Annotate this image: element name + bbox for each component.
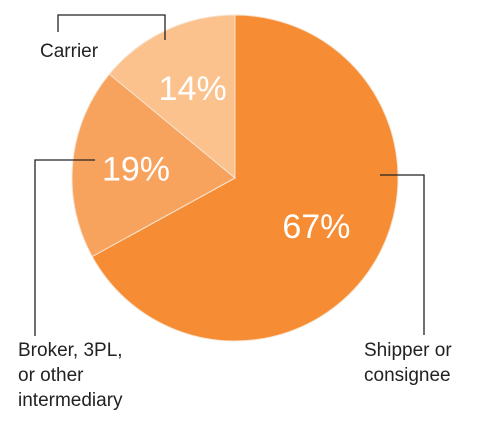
leader-line-carrier	[57, 14, 166, 40]
pie-slice-shipper-or-consignee	[91, 14, 399, 342]
pie-labels: 67% Shipper or consignee 19% Broker, 3PL, or …	[18, 14, 452, 411]
pie-slice-broker-3pl-intermediary	[71, 73, 236, 258]
leader-line-broker-3pl-intermediary	[34, 159, 95, 336]
slice-category-label-broker-3pl-intermediary: Broker, 3PL, or other intermediary	[18, 340, 123, 411]
leader-line-shipper-or-consignee	[380, 174, 425, 335]
slice-value-label-shipper-or-consignee: 67%	[282, 208, 350, 246]
slice-value-label-broker-3pl-intermediary: 19%	[102, 151, 170, 189]
slice-value-label-carrier: 14%	[159, 70, 227, 108]
pie-slices	[71, 14, 399, 342]
slice-category-label-carrier: Carrier	[40, 41, 99, 62]
slice-category-label-shipper-or-consignee: Shipper or consignee	[364, 340, 452, 386]
